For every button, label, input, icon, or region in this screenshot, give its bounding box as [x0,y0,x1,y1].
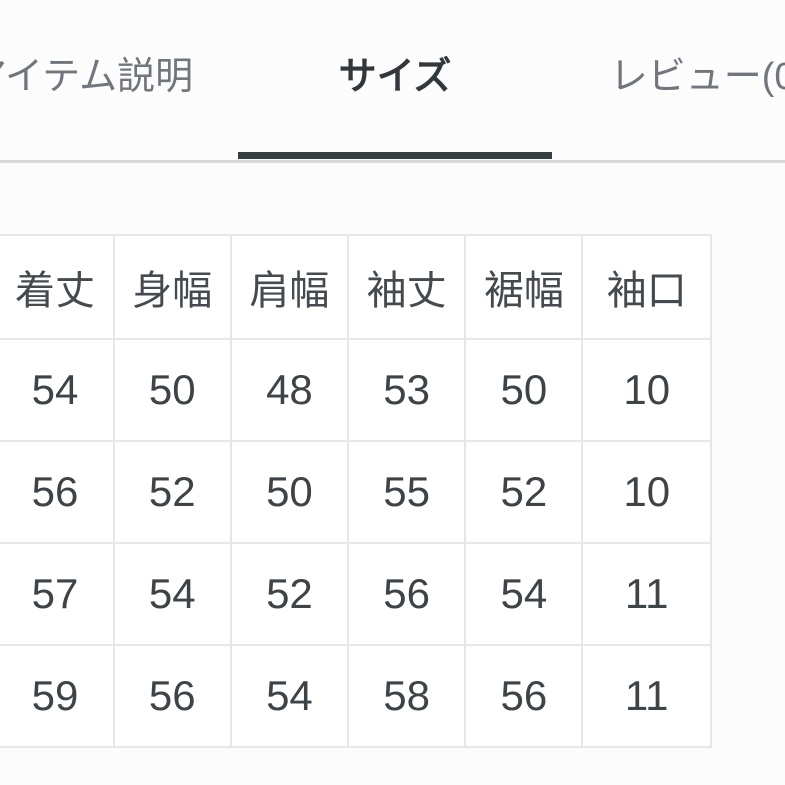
size-chart-header-row: 着丈 身幅 肩幅 袖丈 裾幅 袖口 [0,234,712,340]
size-value-cell: 50 [464,338,584,442]
column-header-cuff: 袖口 [581,234,712,340]
size-value-cell: 57 [0,542,115,646]
size-value-cell: 11 [581,644,712,748]
size-value-cell: 56 [112,644,232,748]
size-value-cell: 54 [112,542,232,646]
size-value-cell: 50 [229,440,350,544]
tab-size[interactable]: サイズ [238,0,552,160]
size-value-cell: 52 [112,440,232,544]
size-value-cell: 11 [581,542,712,646]
active-tab-underline [238,152,552,159]
size-value-cell: 52 [464,440,584,544]
column-header-length: 着丈 [0,234,115,340]
size-value-cell: 54 [464,542,584,646]
tab-reviews-label: レビュー(0) [609,56,785,98]
column-header-body-width: 身幅 [112,234,232,340]
column-header-hem-width: 裾幅 [464,234,584,340]
size-value-cell: 50 [112,338,232,442]
product-tab-bar: アイテム説明 サイズ レビュー(0) [0,0,785,163]
column-header-sleeve-length: 袖丈 [347,234,467,340]
size-value-cell: 53 [347,338,467,442]
tab-item-description-label: アイテム説明 [0,56,194,98]
table-row: 54 50 48 53 50 10 [0,338,712,442]
size-value-cell: 54 [0,338,115,442]
size-value-cell: 48 [229,338,350,442]
size-value-cell: 56 [0,440,115,544]
table-row: 59 56 54 58 56 11 [0,644,712,748]
size-value-cell: 10 [581,338,712,442]
size-chart-table: 着丈 身幅 肩幅 袖丈 裾幅 袖口 54 50 48 53 50 10 56 5… [0,234,712,748]
size-value-cell: 59 [0,644,115,748]
size-value-cell: 56 [347,542,467,646]
table-row: 57 54 52 56 54 11 [0,542,712,646]
size-value-cell: 54 [229,644,350,748]
size-value-cell: 56 [464,644,584,748]
size-value-cell: 58 [347,644,467,748]
size-value-cell: 10 [581,440,712,544]
tab-item-description[interactable]: アイテム説明 [0,0,238,160]
tab-reviews[interactable]: レビュー(0) [552,0,785,160]
tab-size-label: サイズ [338,56,452,98]
column-header-shoulder-width: 肩幅 [229,234,350,340]
table-row: 56 52 50 55 52 10 [0,440,712,544]
size-value-cell: 55 [347,440,467,544]
size-value-cell: 52 [229,542,350,646]
